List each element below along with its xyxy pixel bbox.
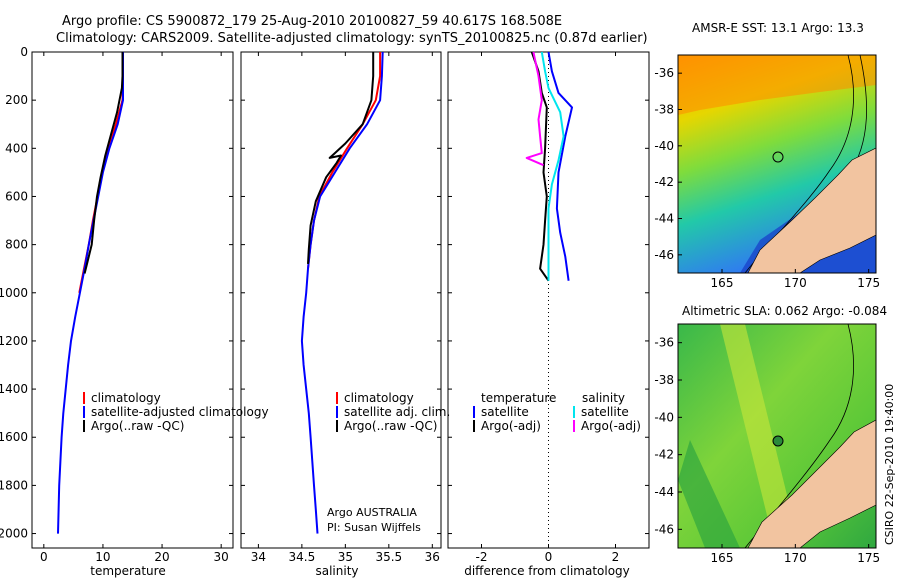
legend-header-salinity: salinity (582, 391, 625, 405)
difference-xlabel: difference from climatology (464, 564, 630, 578)
map-xtick-label: 175 (857, 551, 880, 565)
xtick-label: 35 (338, 550, 353, 564)
ytick-label: 1800 (0, 478, 28, 492)
map-ytick-label: -46 (654, 522, 674, 536)
ytick-label: 200 (5, 93, 28, 107)
sst-argo-marker (772, 151, 784, 163)
map-ytick-label: -38 (654, 373, 674, 387)
legend-label-temp-satellite: satellite (481, 405, 529, 419)
legend-label-argo: Argo(..raw -QC) (344, 419, 437, 433)
map-ytick-label: -42 (654, 175, 674, 189)
map-ytick-label: -42 (654, 448, 674, 462)
xtick-label: 2 (612, 550, 620, 564)
legend-header-temperature: temperature (481, 391, 556, 405)
xtick-label: -2 (476, 550, 488, 564)
salinity-axes (240, 51, 442, 549)
series-line-salinity-satellite-adj-clim (300, 51, 384, 534)
sla-argo-marker (772, 435, 784, 447)
legend-label-climatology: climatology (91, 391, 161, 405)
ytick-label: 800 (5, 238, 28, 252)
map-ytick-label: -38 (654, 103, 674, 117)
ytick-label: 1000 (0, 286, 28, 300)
xtick-label: 0 (40, 550, 48, 564)
series-line-salinity-argo-raw-qc (307, 52, 375, 264)
legend-label-satellite-adjusted: satellite-adjusted climatology (91, 405, 269, 419)
sst-land (747, 147, 876, 273)
map-xtick-label: 165 (711, 551, 734, 565)
legend-label-temp-argo: Argo(-adj) (481, 419, 541, 433)
series-line-temperature-satellite-adjusted-climatology (57, 52, 124, 534)
map-ytick-label: -44 (654, 212, 674, 226)
xtick-label: 20 (154, 550, 169, 564)
sst-map-title: AMSR-E SST: 13.1 Argo: 13.3 (692, 21, 864, 35)
difference-legend: temperature salinity satellite Argo(-adj… (473, 391, 641, 433)
sst-map-axes (677, 54, 877, 274)
map-xtick-label: 175 (857, 276, 880, 290)
legend-label-argo: Argo(..raw -QC) (91, 419, 184, 433)
series-line-difference-temperature-satellite (547, 51, 573, 281)
credit-line1: Argo AUSTRALIA (327, 506, 417, 519)
figure-title-line2: Climatology: CARS2009. Satellite-adjuste… (56, 31, 648, 46)
sla-map-axes (677, 323, 877, 549)
xtick-label: 35.5 (375, 550, 402, 564)
ytick-label: 1200 (0, 334, 28, 348)
side-timestamp: CSIRO 22-Sep-2010 19:40:00 (883, 384, 896, 545)
ytick-label: 400 (5, 141, 28, 155)
sla-low-band (678, 440, 740, 548)
series-line-temperature-argo-raw-qc (83, 52, 124, 274)
temperature-legend: climatology satellite-adjusted climatolo… (83, 391, 269, 433)
credit-line2: PI: Susan Wijffels (327, 521, 421, 534)
temperature-xlabel: temperature (90, 564, 165, 578)
map-ytick-label: -40 (654, 410, 674, 424)
map-ytick-label: -44 (654, 485, 674, 499)
temperature-axes (31, 51, 234, 549)
xtick-label: 10 (95, 550, 110, 564)
map-ytick-label: -46 (654, 248, 674, 262)
map-xtick-label: 170 (784, 551, 807, 565)
xtick-label: 0 (545, 550, 553, 564)
sst-warm-patch (678, 55, 876, 115)
map-xtick-label: 170 (784, 276, 807, 290)
xtick-label: 30 (214, 550, 229, 564)
ytick-label: 2000 (0, 527, 28, 541)
sla-map-ticks: 165 170 175 -36 -38 -40 -42 -44 -46 (654, 336, 880, 565)
map-xtick-label: 165 (711, 276, 734, 290)
ytick-label: 600 (5, 189, 28, 203)
salinity-legend: climatology satellite adj. clim. Argo(..… (336, 391, 450, 433)
series-line-salinity-climatology (307, 52, 382, 269)
salinity-xlabel: salinity (315, 564, 358, 578)
sla-high-band (720, 324, 800, 548)
xtick-label: 34 (251, 550, 266, 564)
map-ytick-label: -40 (654, 139, 674, 153)
xtick-label: 36 (425, 550, 440, 564)
sst-map-ticks: 165 170 175 -36 -38 -40 -42 -44 -46 (654, 66, 880, 290)
sla-land (747, 419, 876, 548)
ytick-label: 0 (20, 45, 28, 59)
axis-ticks: 0 10 20 30020040060080010001200140016001800… (0, 45, 649, 564)
figure-title-line1: Argo profile: CS 5900872_179 25-Aug-2010… (62, 14, 562, 29)
map-ytick-label: -36 (654, 66, 674, 80)
ytick-label: 1400 (0, 382, 28, 396)
series-line-difference-salinity-argo-adj (525, 51, 544, 167)
legend-label-sal-argo: Argo(-adj) (581, 419, 641, 433)
map-ytick-label: -36 (654, 336, 674, 350)
series-line-difference-salinity-satellite (540, 51, 565, 281)
sla-map-title: Altimetric SLA: 0.062 Argo: -0.084 (682, 304, 887, 318)
xtick-label: 34.5 (289, 550, 316, 564)
ytick-label: 1600 (0, 430, 28, 444)
sst-map (678, 55, 876, 273)
legend-label-sal-satellite: satellite (581, 405, 629, 419)
legend-label-climatology: climatology (344, 391, 414, 405)
legend-label-satellite-adj: satellite adj. clim. (344, 405, 450, 419)
sla-map (678, 324, 876, 548)
profile-lines (57, 51, 573, 548)
